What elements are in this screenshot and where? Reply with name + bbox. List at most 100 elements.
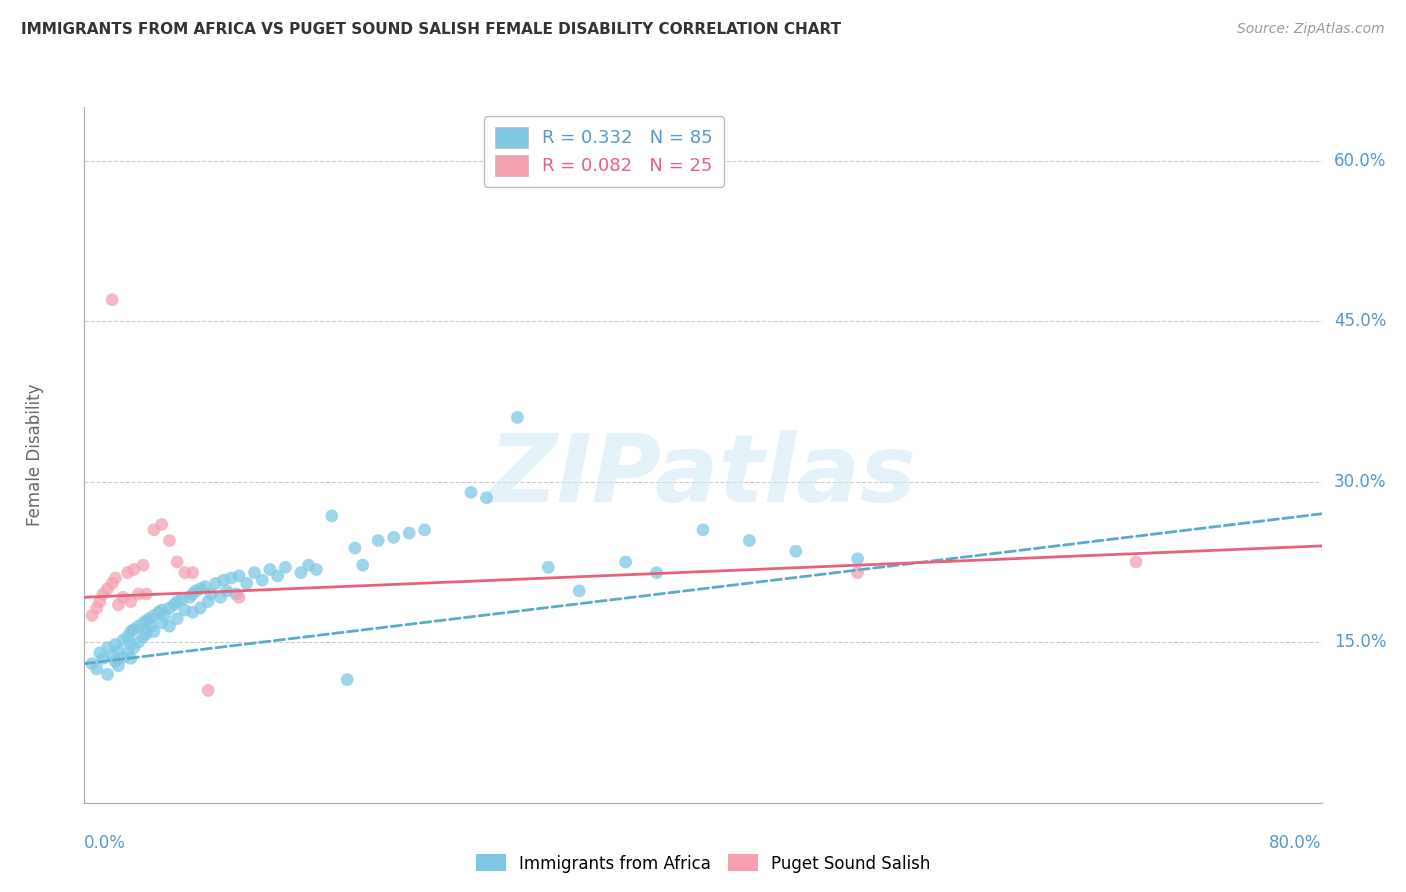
Point — [382, 530, 405, 544]
Point — [101, 648, 124, 662]
Point — [460, 485, 482, 500]
Point — [89, 594, 111, 608]
Point — [150, 517, 173, 532]
Point — [228, 591, 250, 605]
Point — [738, 533, 761, 548]
Text: 80.0%: 80.0% — [1270, 834, 1322, 852]
Point — [398, 526, 420, 541]
Point — [188, 601, 211, 615]
Point — [122, 623, 145, 637]
Point — [127, 635, 149, 649]
Point — [1125, 555, 1147, 569]
Point — [274, 560, 297, 574]
Point — [104, 571, 127, 585]
Point — [117, 646, 139, 660]
Point — [82, 657, 104, 671]
Point — [139, 619, 162, 633]
Point — [89, 646, 111, 660]
Point — [159, 533, 180, 548]
Point — [413, 523, 436, 537]
Point — [352, 558, 374, 573]
Point — [163, 598, 186, 612]
Point — [159, 601, 180, 615]
Point — [112, 633, 135, 648]
Point — [135, 626, 157, 640]
Point — [112, 650, 135, 665]
Point — [367, 533, 389, 548]
Text: ZIPatlas: ZIPatlas — [489, 430, 917, 522]
Point — [181, 587, 204, 601]
Point — [846, 551, 869, 566]
Point — [219, 571, 242, 585]
Text: Source: ZipAtlas.com: Source: ZipAtlas.com — [1237, 22, 1385, 37]
Point — [132, 558, 155, 573]
Point — [117, 566, 139, 580]
Point — [107, 598, 129, 612]
Point — [91, 587, 114, 601]
Point — [153, 608, 176, 623]
Point — [179, 591, 201, 605]
Point — [614, 555, 637, 569]
Point — [143, 608, 166, 623]
Point — [148, 605, 170, 619]
Point — [568, 583, 591, 598]
Point — [194, 580, 217, 594]
Point — [101, 293, 124, 307]
Point — [122, 562, 145, 576]
Point — [159, 619, 180, 633]
Point — [297, 558, 319, 573]
Point — [117, 630, 139, 644]
Point — [107, 644, 129, 658]
Point — [336, 673, 359, 687]
Point — [150, 603, 173, 617]
Point — [205, 576, 228, 591]
Point — [101, 576, 124, 591]
Point — [188, 582, 211, 596]
Point — [305, 562, 328, 576]
Point — [86, 662, 108, 676]
Text: IMMIGRANTS FROM AFRICA VS PUGET SOUND SALISH FEMALE DISABILITY CORRELATION CHART: IMMIGRANTS FROM AFRICA VS PUGET SOUND SA… — [21, 22, 841, 37]
Point — [215, 583, 238, 598]
Point — [166, 555, 188, 569]
Point — [200, 587, 222, 601]
Point — [107, 658, 129, 673]
Point — [120, 594, 142, 608]
Text: 0.0%: 0.0% — [84, 834, 127, 852]
Point — [170, 592, 193, 607]
Text: 15.0%: 15.0% — [1334, 633, 1386, 651]
Point — [96, 667, 118, 681]
Point — [135, 614, 157, 628]
Point — [267, 569, 290, 583]
Legend: Immigrants from Africa, Puget Sound Salish: Immigrants from Africa, Puget Sound Sali… — [470, 847, 936, 880]
Point — [96, 582, 118, 596]
Point — [209, 591, 232, 605]
Text: Female Disability: Female Disability — [25, 384, 44, 526]
Point — [127, 587, 149, 601]
Text: 30.0%: 30.0% — [1334, 473, 1386, 491]
Legend: R = 0.332   N = 85, R = 0.082   N = 25: R = 0.332 N = 85, R = 0.082 N = 25 — [485, 116, 724, 186]
Point — [846, 566, 869, 580]
Point — [120, 651, 142, 665]
Point — [321, 508, 343, 523]
Point — [150, 615, 173, 630]
Point — [197, 594, 219, 608]
Point — [135, 587, 157, 601]
Point — [225, 587, 247, 601]
Text: 45.0%: 45.0% — [1334, 312, 1386, 330]
Point — [122, 640, 145, 655]
Point — [506, 410, 529, 425]
Point — [132, 615, 155, 630]
Point — [82, 608, 104, 623]
Point — [174, 603, 197, 617]
Point — [138, 612, 160, 626]
Point — [475, 491, 498, 505]
Point — [143, 523, 166, 537]
Point — [86, 601, 108, 615]
Point — [181, 566, 204, 580]
Point — [96, 640, 118, 655]
Point — [243, 566, 266, 580]
Point — [785, 544, 807, 558]
Point — [537, 560, 560, 574]
Point — [127, 619, 149, 633]
Point — [250, 573, 273, 587]
